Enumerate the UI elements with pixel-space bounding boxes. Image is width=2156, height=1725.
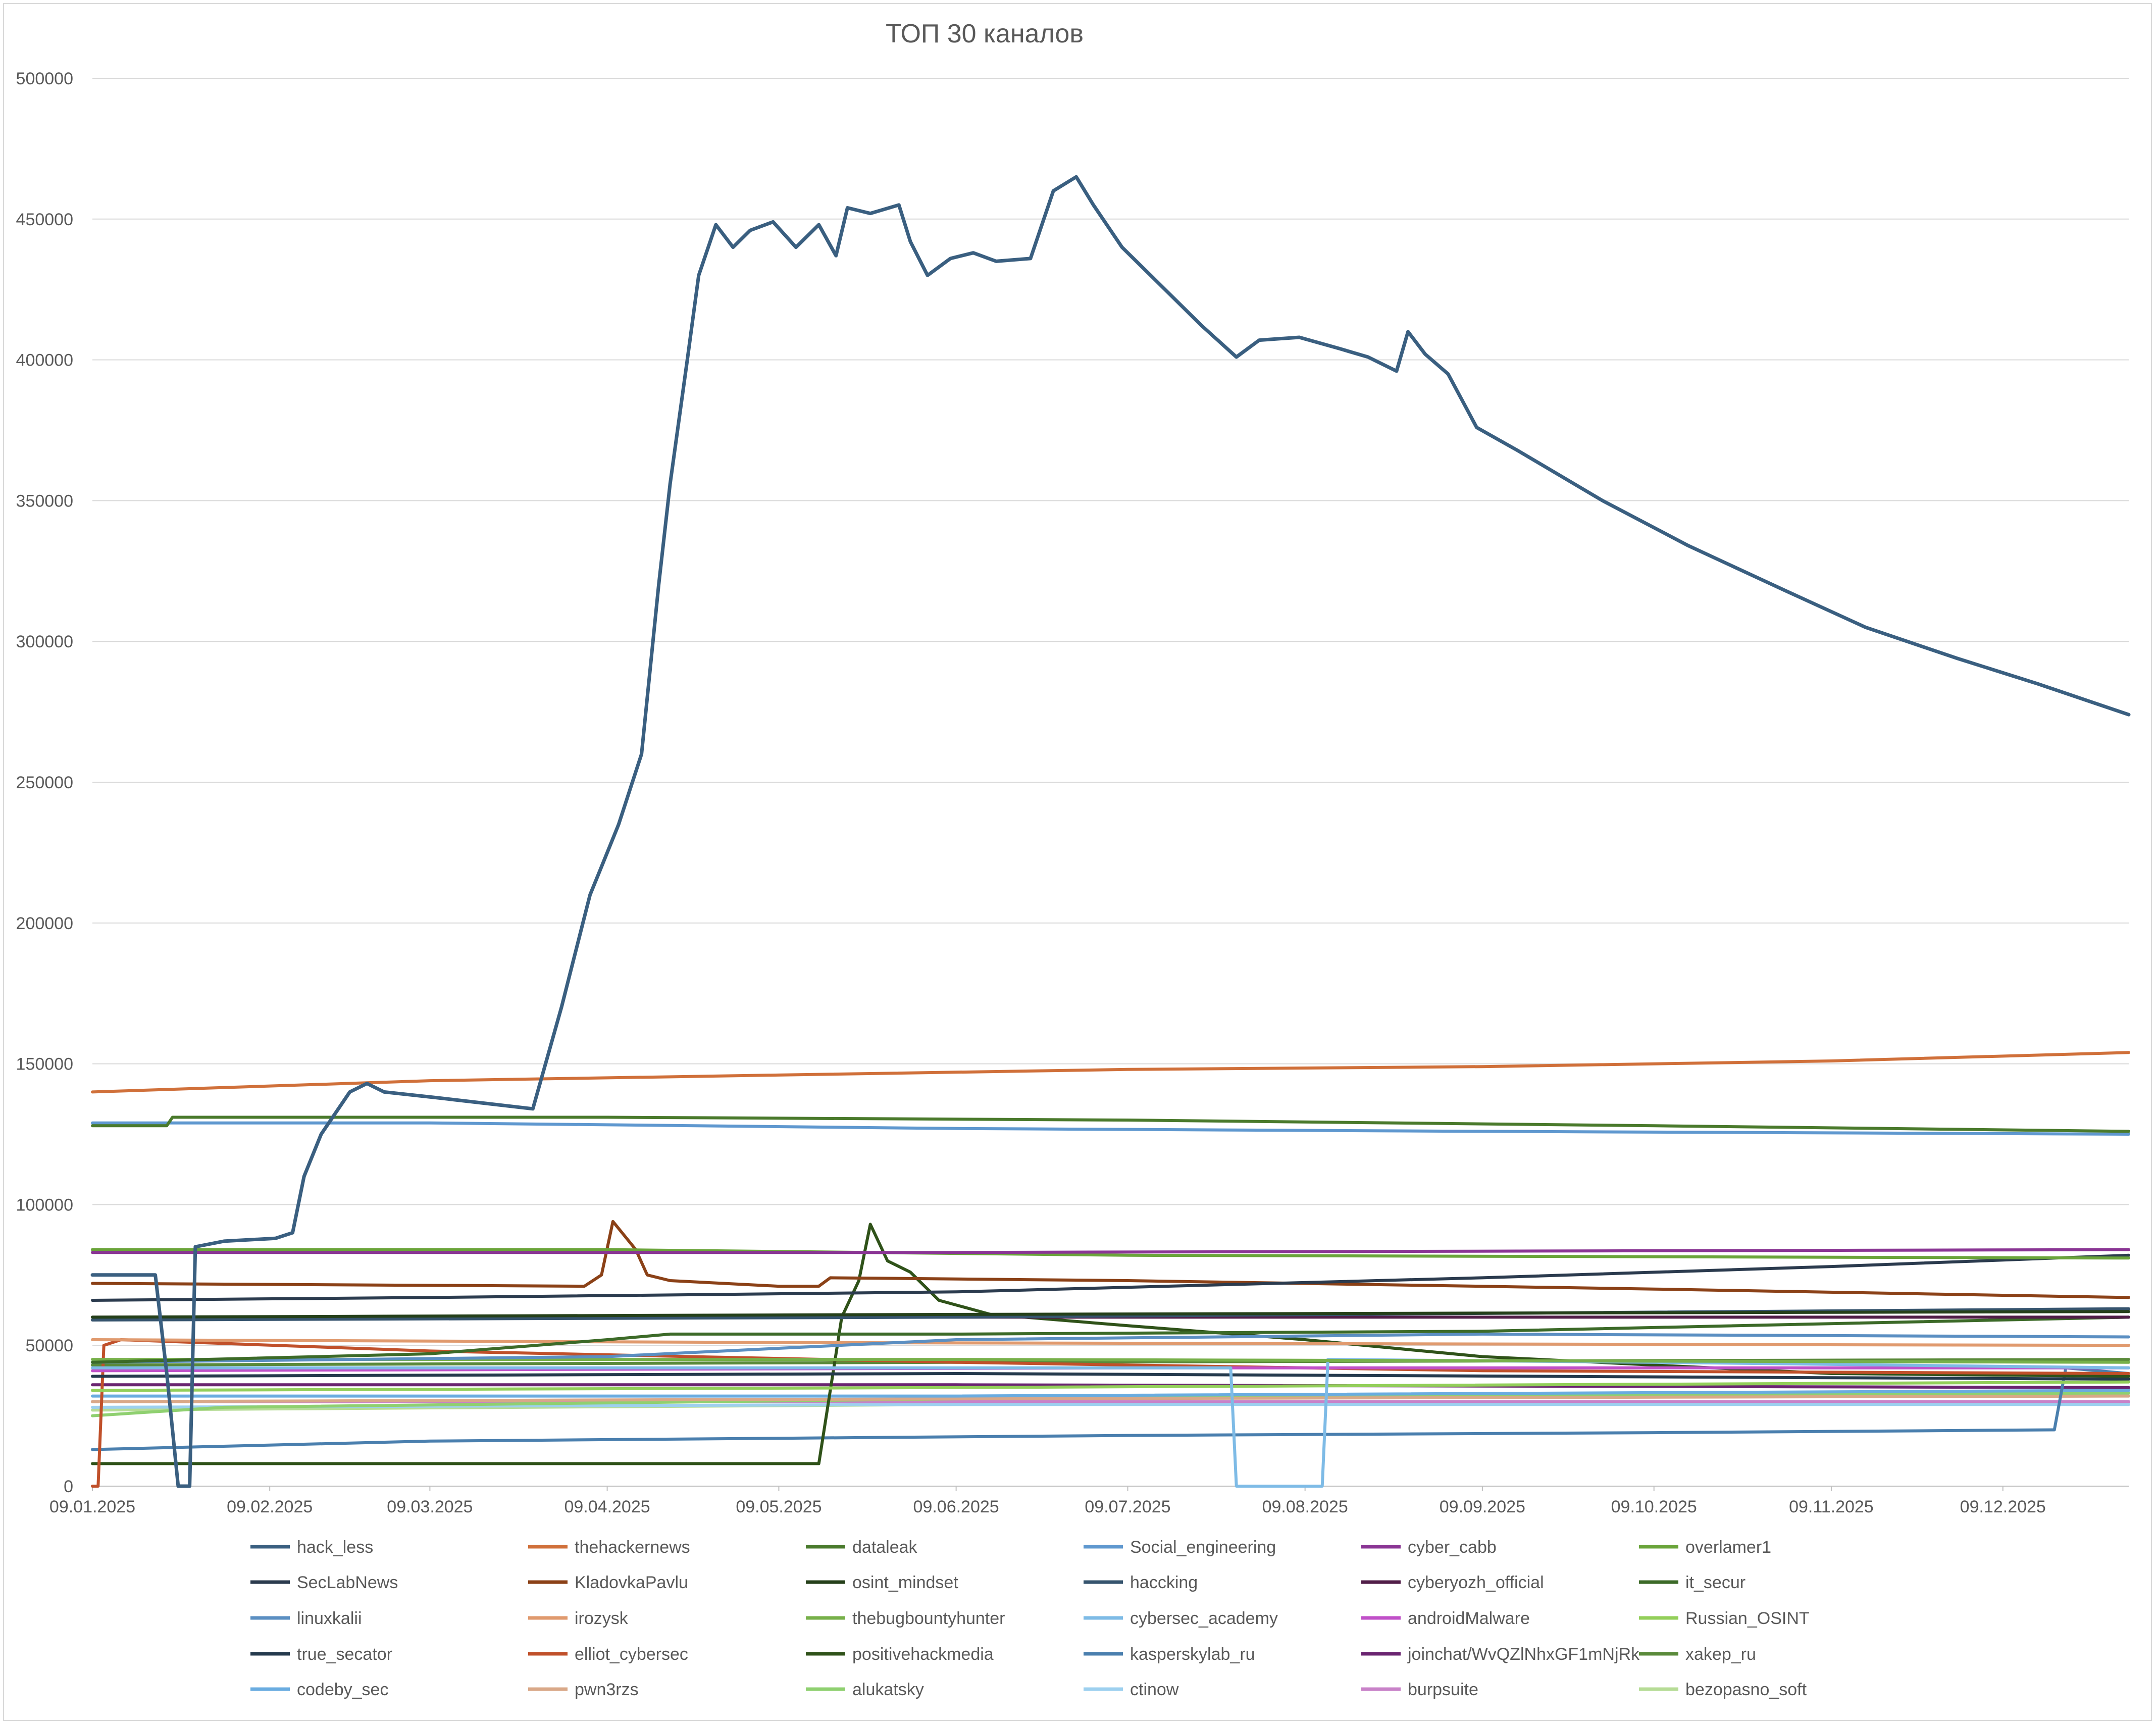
series-lines bbox=[90, 175, 2131, 1488]
y-tick-label: 500000 bbox=[16, 69, 73, 88]
legend-label: cyberyozh_official bbox=[1408, 1573, 1544, 1592]
series-line-joinchat-wvqzlnhxgf1mnjrk bbox=[91, 1383, 2130, 1389]
y-tick-label: 50000 bbox=[25, 1336, 73, 1355]
series-line-pwn3rzs bbox=[91, 1394, 2130, 1403]
series-line-true-secator bbox=[91, 1372, 2130, 1381]
series-line-hack-less bbox=[90, 175, 2131, 1488]
series-line-kladovkapavlu bbox=[91, 1220, 2130, 1299]
x-tick-label: 09.10.2025 bbox=[1611, 1497, 1697, 1516]
y-tick-label: 400000 bbox=[16, 351, 73, 370]
y-tick-label: 450000 bbox=[16, 210, 73, 229]
legend-label: pwn3rzs bbox=[575, 1680, 639, 1699]
x-tick-label: 09.03.2025 bbox=[387, 1497, 473, 1516]
legend-label: it_secur bbox=[1685, 1573, 1746, 1592]
series-line-seclabnews bbox=[91, 1253, 2130, 1302]
legend-label: Russian_OSINT bbox=[1685, 1609, 1810, 1628]
series-line-irozysk bbox=[91, 1338, 2130, 1347]
series-line-it-secur bbox=[91, 1315, 2130, 1364]
x-tick-label: 09.07.2025 bbox=[1085, 1497, 1170, 1516]
chart-title: ТОП 30 каналов bbox=[886, 19, 1084, 48]
legend-label: haccking bbox=[1130, 1573, 1198, 1592]
x-tick-label: 09.04.2025 bbox=[564, 1497, 650, 1516]
legend-label: ctinow bbox=[1130, 1680, 1179, 1699]
y-tick-label: 200000 bbox=[16, 914, 73, 933]
y-tick-label: 0 bbox=[64, 1477, 73, 1496]
legend-label: osint_mindset bbox=[852, 1573, 958, 1592]
legend-label: positivehackmedia bbox=[852, 1645, 994, 1664]
legend-label: cybersec_academy bbox=[1130, 1609, 1278, 1628]
y-tick-label: 300000 bbox=[16, 632, 73, 651]
legend-label: elliot_cybersec bbox=[575, 1645, 688, 1664]
series-line-social-engineering bbox=[91, 1121, 2130, 1136]
legend-label: linuxkalii bbox=[297, 1609, 362, 1628]
series-line-osint-mindset bbox=[91, 1310, 2130, 1319]
legend-label: bezopasno_soft bbox=[1685, 1680, 1807, 1699]
legend-label: Social_engineering bbox=[1130, 1538, 1276, 1557]
y-tick-label: 250000 bbox=[16, 773, 73, 792]
legend-label: cyber_cabb bbox=[1408, 1538, 1497, 1557]
y-tick-label: 100000 bbox=[16, 1195, 73, 1214]
x-tick-label: 09.01.2025 bbox=[49, 1497, 135, 1516]
legend-label: kasperskylab_ru bbox=[1130, 1645, 1255, 1664]
legend-label: hack_less bbox=[297, 1538, 373, 1557]
legend-label: irozysk bbox=[575, 1609, 629, 1628]
legend-label: burpsuite bbox=[1408, 1680, 1478, 1699]
legend-label: codeby_sec bbox=[297, 1680, 388, 1699]
series-line-russian-osint bbox=[91, 1380, 2130, 1392]
legend-label: thebugbountyhunter bbox=[852, 1609, 1005, 1628]
legend-label: dataleak bbox=[852, 1538, 918, 1557]
series-line-thehackernews bbox=[91, 1051, 2130, 1094]
x-tick-label: 09.09.2025 bbox=[1440, 1497, 1525, 1516]
legend-label: true_secator bbox=[297, 1645, 392, 1664]
x-tick-label: 09.11.2025 bbox=[1789, 1497, 1874, 1516]
legend-label: SecLabNews bbox=[297, 1573, 398, 1592]
legend-label: androidMalware bbox=[1408, 1609, 1530, 1628]
y-tick-label: 150000 bbox=[16, 1055, 73, 1074]
y-tick-label: 350000 bbox=[16, 491, 73, 511]
series-line-linuxkalii bbox=[91, 1332, 2130, 1364]
legend: hack_less thehackernews dataleak Social_eng… bbox=[250, 1538, 1810, 1699]
x-axis-tick-labels: 09.01.2025 09.02.2025 09.03.2025 09.04.2025… bbox=[49, 1486, 2046, 1516]
legend-label: xakep_ru bbox=[1685, 1645, 1756, 1664]
x-tick-label: 09.02.2025 bbox=[227, 1497, 313, 1516]
x-tick-label: 09.06.2025 bbox=[913, 1497, 999, 1516]
legend-label: alukatsky bbox=[852, 1680, 924, 1699]
series-line-cyber-cabb bbox=[91, 1248, 2130, 1254]
gridlines bbox=[92, 78, 2129, 1487]
x-tick-label: 09.12.2025 bbox=[1960, 1497, 2046, 1516]
y-axis-tick-labels: 0 50000 100000 150000 200000 250000 300000 3500… bbox=[16, 69, 73, 1496]
legend-label: thehackernews bbox=[575, 1538, 690, 1557]
legend-label: joinchat/WvQZlNhxGF1mNjRk bbox=[1407, 1645, 1640, 1664]
x-tick-label: 09.08.2025 bbox=[1262, 1497, 1348, 1516]
legend-label: KladovkaPavlu bbox=[575, 1573, 688, 1592]
x-tick-label: 09.05.2025 bbox=[736, 1497, 822, 1516]
series-line-codeby-sec bbox=[91, 1389, 2130, 1398]
legend-label: overlamer1 bbox=[1685, 1538, 1771, 1557]
series-line-dataleak bbox=[91, 1115, 2130, 1133]
